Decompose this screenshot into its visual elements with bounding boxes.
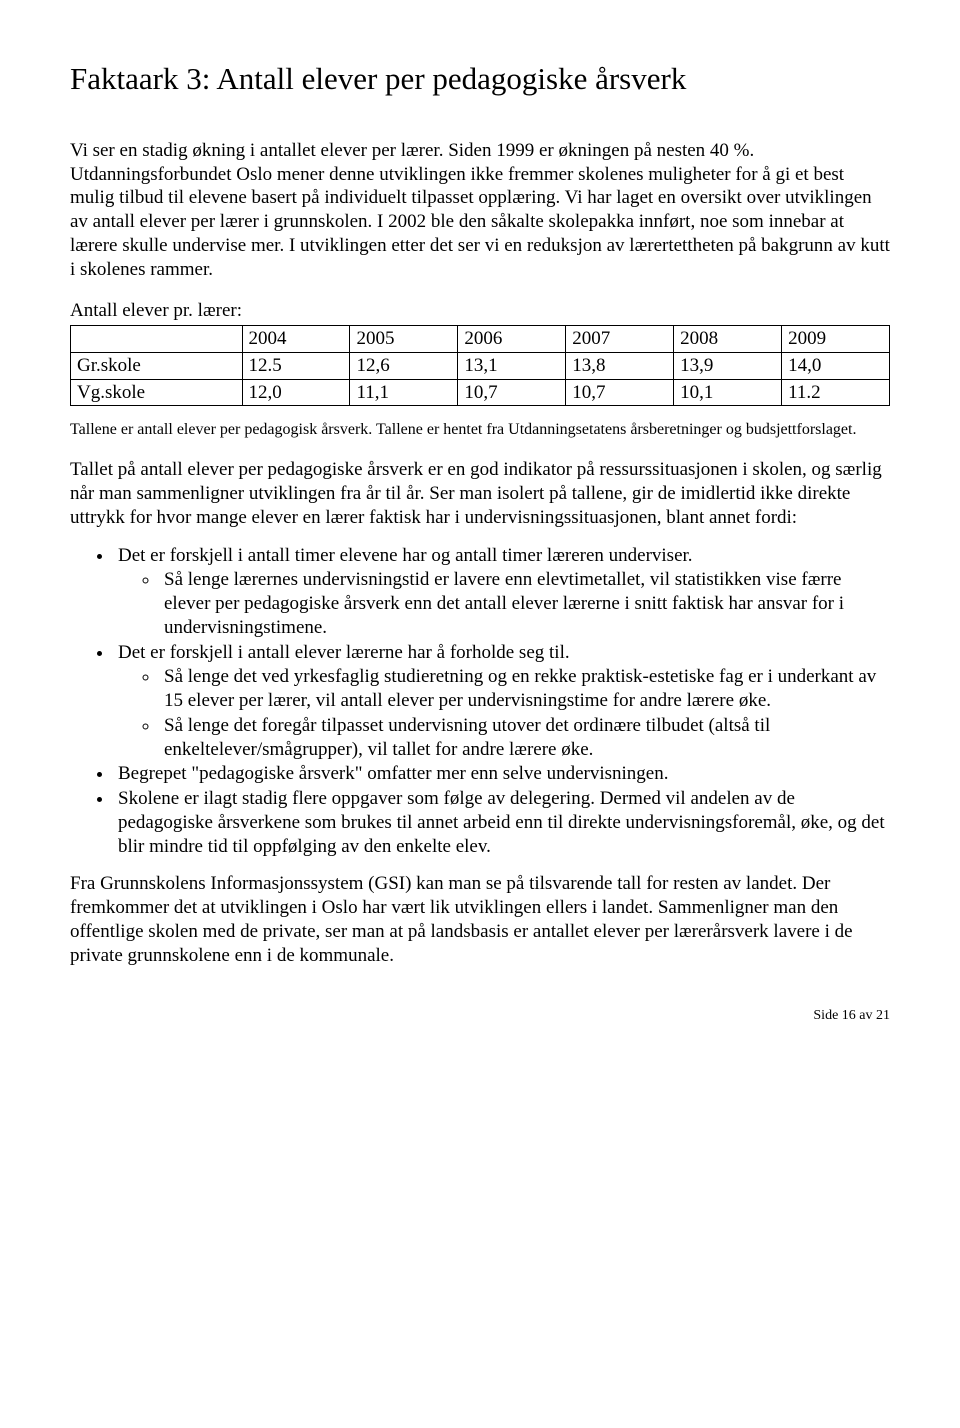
- table-cell: 10,7: [458, 379, 566, 406]
- page-footer: Side 16 av 21: [70, 1007, 890, 1025]
- page-title: Faktaark 3: Antall elever per pedagogisk…: [70, 60, 890, 99]
- table-cell: 10,7: [566, 379, 674, 406]
- bullet-text: Det er forskjell i antall timer elevene …: [118, 545, 693, 566]
- table-year: 2009: [782, 326, 890, 353]
- list-item: Skolene er ilagt stadig flere oppgaver s…: [114, 787, 890, 858]
- table-cell: 10,1: [674, 379, 782, 406]
- list-item: Begrepet "pedagogiske årsverk" omfatter …: [114, 762, 890, 786]
- sub-list-item: Så lenge lærernes undervisningstid er la…: [160, 568, 890, 639]
- table-cell: 12,6: [350, 352, 458, 379]
- table-cell: 11.2: [782, 379, 890, 406]
- bullet-list: Det er forskjell i antall timer elevene …: [70, 544, 890, 859]
- sub-list-item: Så lenge det foregår tilpasset undervisn…: [160, 714, 890, 762]
- table-cell: 12.5: [242, 352, 350, 379]
- table-cell: 14,0: [782, 352, 890, 379]
- list-item: Det er forskjell i antall timer elevene …: [114, 544, 890, 640]
- table-cell: 13,1: [458, 352, 566, 379]
- table-cell: 11,1: [350, 379, 458, 406]
- data-table: 2004 2005 2006 2007 2008 2009 Gr.skole 1…: [70, 325, 890, 406]
- table-row: Vg.skole 12,0 11,1 10,7 10,7 10,1 11.2: [71, 379, 890, 406]
- list-item: Det er forskjell i antall elever lærerne…: [114, 641, 890, 762]
- sub-list-item: Så lenge det ved yrkesfaglig studieretni…: [160, 665, 890, 713]
- table-row-label: Gr.skole: [71, 352, 243, 379]
- intro-paragraph: Vi ser en stadig økning i antallet eleve…: [70, 139, 890, 282]
- table-header-blank: [71, 326, 243, 353]
- table-year: 2005: [350, 326, 458, 353]
- table-year: 2007: [566, 326, 674, 353]
- table-cell: 13,9: [674, 352, 782, 379]
- table-cell: 13,8: [566, 352, 674, 379]
- table-year: 2008: [674, 326, 782, 353]
- table-year: 2006: [458, 326, 566, 353]
- table-row-label: Vg.skole: [71, 379, 243, 406]
- table-label: Antall elever pr. lærer:: [70, 299, 890, 323]
- table-cell: 12,0: [242, 379, 350, 406]
- table-header-row: 2004 2005 2006 2007 2008 2009: [71, 326, 890, 353]
- bullet-text: Det er forskjell i antall elever lærerne…: [118, 642, 570, 663]
- table-row: Gr.skole 12.5 12,6 13,1 13,8 13,9 14,0: [71, 352, 890, 379]
- sub-list: Så lenge lærernes undervisningstid er la…: [118, 568, 890, 639]
- body-paragraph: Tallet på antall elever per pedagogiske …: [70, 458, 890, 529]
- table-note: Tallene er antall elever per pedagogisk …: [70, 420, 890, 440]
- table-year: 2004: [242, 326, 350, 353]
- body-paragraph: Fra Grunnskolens Informasjonssystem (GSI…: [70, 872, 890, 967]
- sub-list: Så lenge det ved yrkesfaglig studieretni…: [118, 665, 890, 761]
